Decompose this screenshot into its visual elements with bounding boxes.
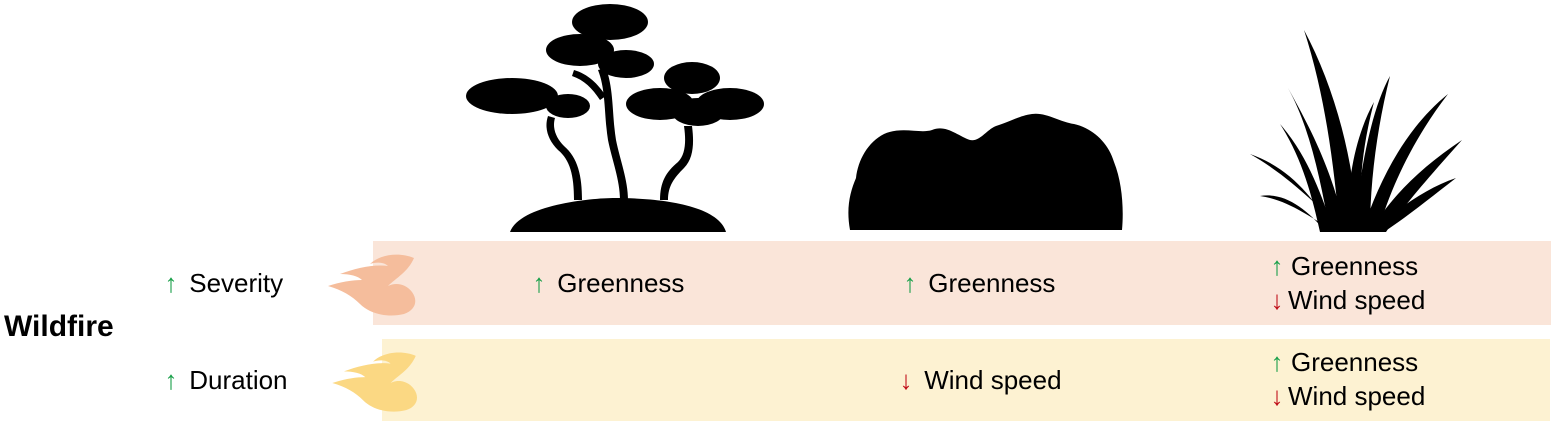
wind-speed-label: Wind speed [924,365,1062,395]
down-arrow-icon: ↓ [1270,381,1284,411]
up-arrow-icon: ↑ [164,268,178,298]
row-label-duration: ↑ Duration [160,365,288,396]
duration-shrub-cell: ↓ Wind speed [895,363,1062,397]
wind-speed-label: Wind speed [1288,381,1426,411]
wildfire-title: Wildfire [4,310,114,343]
flame-icon [332,352,418,412]
severity-tree-cell: ↑ Greenness [528,266,685,300]
down-arrow-icon: ↓ [899,365,913,395]
greenness-label: Greenness [928,268,1056,298]
wind-speed-label: Wind speed [1288,285,1426,315]
up-arrow-icon: ↑ [532,268,546,298]
up-arrow-icon: ↑ [1270,347,1284,377]
duration-grass-line-2: ↓ Wind speed [1266,379,1426,413]
duration-grass-line-1: ↑ Greenness [1266,345,1425,379]
shrub-silhouette-icon [848,113,1123,230]
grass-silhouette-icon [1250,30,1462,232]
flame-icon [328,254,416,316]
duration-label: Duration [189,365,288,395]
greenness-label: Greenness [1291,347,1419,377]
severity-label: Severity [189,268,284,298]
severity-band [373,241,1551,325]
down-arrow-icon: ↓ [1270,285,1284,315]
row-label-severity: ↑ Severity [160,268,284,299]
severity-shrub-cell: ↑ Greenness [899,266,1056,300]
greenness-label: Greenness [557,268,685,298]
greenness-label: Greenness [1291,251,1419,281]
up-arrow-icon: ↑ [164,365,178,395]
up-arrow-icon: ↑ [1270,251,1284,281]
severity-grass-cell: ↑ Greenness ↓ Wind speed [1266,249,1426,317]
duration-band [382,339,1550,421]
duration-grass-cell: ↑ Greenness ↓ Wind speed [1266,345,1426,413]
severity-grass-line-2: ↓ Wind speed [1266,283,1426,317]
severity-grass-line-1: ↑ Greenness [1266,249,1425,283]
tree-silhouette-icon [466,4,764,232]
up-arrow-icon: ↑ [903,268,917,298]
